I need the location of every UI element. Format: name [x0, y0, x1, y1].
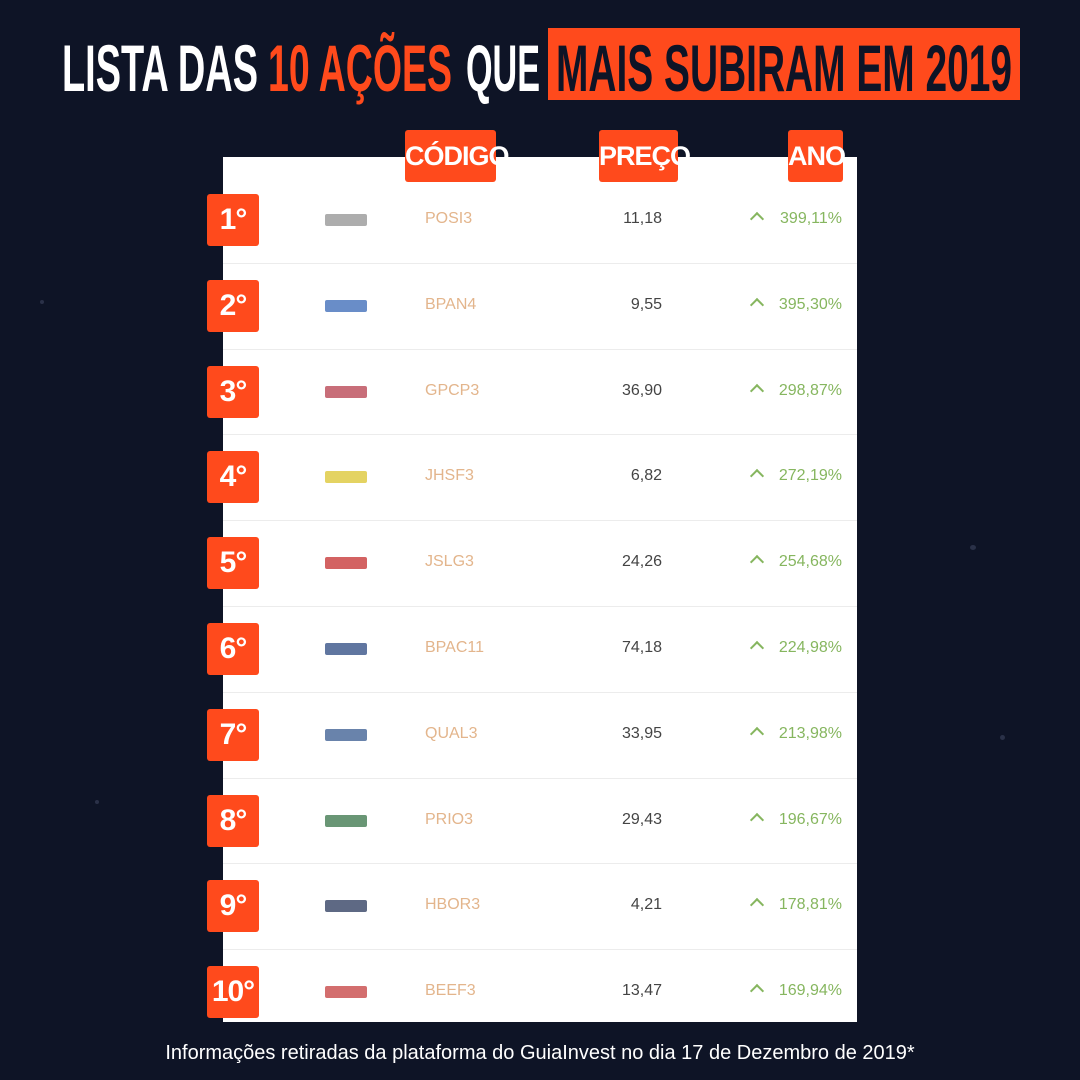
stock-code: PRIO3 [425, 810, 474, 828]
rank-badge: 7° [207, 708, 259, 761]
stock-price: 29,43 [621, 810, 662, 828]
speck [95, 800, 99, 804]
title-highlight-text: 10 AÇÕES [268, 31, 452, 105]
speck [40, 300, 44, 304]
title-highlight-box [548, 28, 1020, 100]
year-change: 298,87% [778, 381, 842, 399]
stock-price: 9,55 [630, 295, 662, 313]
stock-price: 4,21 [630, 896, 662, 914]
company-logo [325, 214, 367, 226]
row-separator [223, 520, 857, 522]
row-separator [223, 691, 857, 693]
stock-code: POSI3 [425, 210, 473, 227]
stock-code: BPAC11 [425, 639, 484, 656]
speck [970, 545, 976, 550]
footer-note: Informações retiradas da plataforma do G… [165, 1042, 915, 1064]
company-logo [325, 814, 367, 827]
year-change: 272,19% [778, 467, 842, 485]
company-logo [325, 986, 367, 999]
company-logo [325, 471, 367, 484]
column-header: ANO [788, 130, 846, 182]
title: LISTA DAS 10 AÇÕES QUE MAIS SUBIRAM EM 2… [62, 28, 1020, 105]
title-text: QUE [466, 31, 540, 105]
company-logo [325, 900, 367, 913]
rank-badge: 6° [207, 623, 259, 675]
row-separator [223, 777, 857, 779]
stock-price: 36,90 [621, 381, 662, 399]
stock-code: JHSF3 [425, 467, 474, 485]
year-change: 395,30% [778, 295, 842, 313]
row-separator [223, 949, 857, 951]
stock-price: 33,95 [621, 724, 662, 742]
stock-code: JSLG3 [425, 553, 474, 571]
stock-price: 13,47 [621, 982, 662, 1000]
stock-code: BEEF3 [425, 982, 476, 1000]
column-header: CÓDIGO [405, 130, 510, 182]
row-separator [223, 863, 857, 865]
company-logo [325, 557, 367, 570]
year-change: 213,98% [778, 724, 842, 742]
year-change: 399,11% [780, 210, 842, 227]
rank-badge: 10° [207, 966, 259, 1019]
year-change: 169,94% [778, 982, 842, 1000]
row-separator [223, 348, 857, 350]
stock-price: 24,26 [621, 553, 662, 571]
stock-price: 11,18 [623, 210, 662, 227]
rank-badge: 5° [207, 537, 259, 590]
title-text: LISTA DAS [62, 31, 258, 105]
company-logo [325, 299, 367, 312]
stock-code: QUAL3 [425, 724, 478, 742]
row-separator [223, 434, 857, 436]
row-separator [223, 606, 857, 607]
rank-badge: 9° [207, 880, 259, 933]
rank-badge: 4° [207, 451, 259, 504]
rank-badge: 8° [207, 794, 259, 847]
rank-badge: 3° [207, 365, 259, 418]
stock-code: HBOR3 [425, 896, 481, 914]
company-logo [325, 385, 367, 398]
company-logo [325, 728, 367, 741]
year-change: 196,67% [778, 810, 842, 828]
stock-code: GPCP3 [425, 381, 480, 399]
stock-price: 6,82 [630, 467, 662, 485]
row-separator [223, 262, 857, 264]
year-change: 254,68% [778, 553, 842, 571]
stock-price: 74,18 [621, 639, 662, 656]
rank-badge: 1° [207, 194, 259, 246]
speck [1000, 735, 1005, 740]
column-header: PREÇO [599, 130, 691, 182]
title-highlight-text: MAIS SUBIRAM EM 2019 [556, 31, 1012, 105]
company-logo [325, 643, 367, 655]
rank-badge: 2° [207, 279, 259, 332]
stock-code: BPAN4 [425, 295, 477, 313]
year-change: 224,98% [778, 639, 842, 656]
table-panel [223, 157, 857, 1022]
year-change: 178,81% [778, 896, 842, 914]
